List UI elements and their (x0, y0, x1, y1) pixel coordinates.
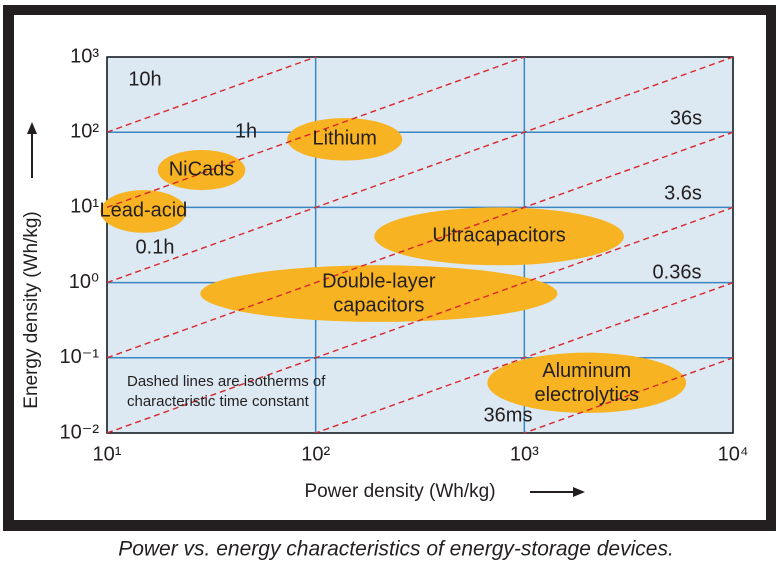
isotherm-label: 0.36s (653, 261, 702, 283)
y-tick-label: 10³ (70, 45, 99, 67)
y-arrow-head (27, 122, 37, 134)
x-arrow-head (573, 487, 585, 497)
region (157, 149, 246, 191)
isotherm-label: 3.6s (664, 182, 702, 204)
region-label: Lead-acid (99, 200, 187, 222)
region-label: Ultracapacitors (432, 225, 565, 247)
isotherm (107, 57, 733, 284)
y-tick-label: 10² (70, 120, 99, 142)
isotherm (107, 131, 733, 359)
y-tick-label: 10¹ (70, 196, 99, 218)
isotherm-label: 1h (235, 120, 257, 142)
caption: Power vs. energy characteristics of ener… (118, 538, 674, 561)
y-axis-label: Energy density (Wh/kg) (21, 211, 42, 408)
isotherm (107, 57, 318, 133)
plot-border (106, 56, 734, 434)
x-tick-label: 10¹ (93, 443, 122, 465)
region (374, 207, 624, 266)
note: characteristic time constant (127, 393, 310, 410)
x-axis-label: Power density (Wh/kg) (304, 481, 495, 502)
isotherm (313, 281, 733, 433)
note: Dashed lines are isotherms of (127, 373, 326, 390)
plot-area: Lithium NiCads Lead-acid Ultracapacitors Dou… (99, 56, 734, 434)
region-label: Aluminum electrolytics (534, 360, 638, 406)
isotherm-label: 10h (128, 68, 161, 90)
y-tick-label: 10⁻² (60, 421, 100, 443)
isotherms (107, 57, 733, 433)
isotherm-label: 36s (670, 107, 702, 129)
isotherm (107, 57, 527, 209)
isotherm (107, 206, 733, 433)
region (287, 118, 403, 161)
y-tick-label: 10⁰ (69, 271, 99, 293)
x-tick-label: 10⁴ (718, 443, 749, 465)
region-label: NiCads (169, 158, 235, 180)
region (100, 190, 187, 233)
x-tick-label: 10² (301, 443, 330, 465)
x-tick-label: 10³ (510, 443, 539, 465)
region (200, 265, 558, 322)
isotherm-label: 0.1h (136, 236, 175, 258)
isotherm (522, 357, 733, 433)
region (487, 352, 687, 413)
y-tick-label: 10⁻¹ (60, 346, 100, 368)
region-label: Lithium (312, 128, 376, 150)
isotherm-label: 36ms (484, 404, 533, 426)
region-label: Double-layer capacitors (322, 271, 436, 317)
